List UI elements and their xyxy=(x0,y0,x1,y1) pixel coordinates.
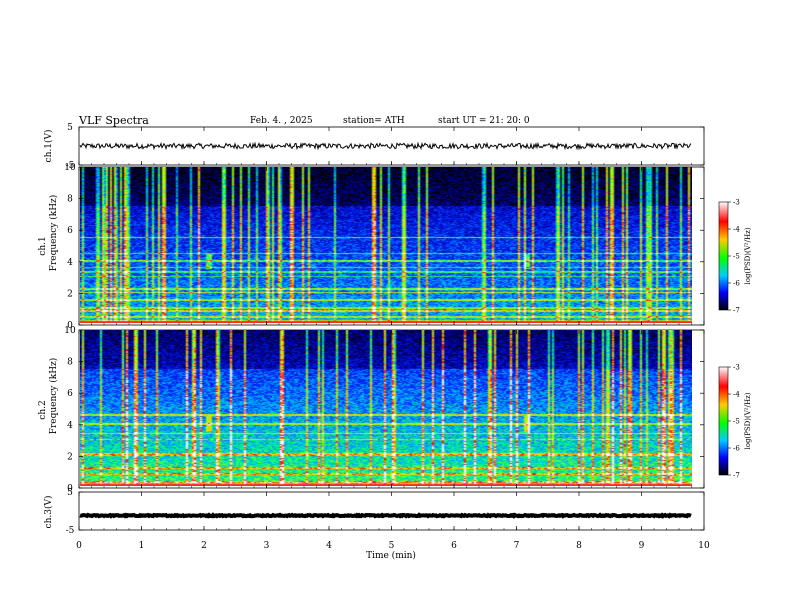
x-tick-label: 7 xyxy=(514,541,520,551)
ch1-colorbar xyxy=(718,201,729,311)
x-tick-label: 2 xyxy=(201,541,207,551)
colorbar-tick-label: -7 xyxy=(733,307,740,315)
x-tick-label: 6 xyxy=(451,541,457,551)
y-tick-label: 0 xyxy=(67,321,73,331)
colorbar-tick-label: -4 xyxy=(733,391,740,399)
y-tick-label: 5 xyxy=(67,123,73,133)
station-text: station= ATH xyxy=(343,116,405,126)
x-tick-label: 4 xyxy=(326,541,332,551)
x-tick-label: 8 xyxy=(576,541,582,551)
colorbar-tick-label: -6 xyxy=(733,445,740,453)
y-tick-label: -5 xyxy=(66,161,75,171)
y-tick-label: 4 xyxy=(67,258,73,268)
y-tick-label: 6 xyxy=(67,226,73,236)
ch1-spec-ylabel-freq: Frequency (kHz) xyxy=(48,195,59,272)
y-tick-label: 4 xyxy=(67,421,73,431)
y-tick-label: 2 xyxy=(67,289,73,299)
colorbar-tick-label: -7 xyxy=(733,472,740,480)
y-tick-label: 0 xyxy=(67,484,73,494)
x-tick-label: 5 xyxy=(389,541,395,551)
y-tick-label: 5 xyxy=(67,488,73,498)
colorbar-tick-label: -5 xyxy=(733,253,740,261)
date-text: Feb. 4. , 2025 xyxy=(250,116,313,126)
ch3-wave-ylabel: ch.3(V) xyxy=(43,496,54,529)
colorbar-tick-label: -5 xyxy=(733,418,740,426)
ch2-spectrogram-image xyxy=(80,330,692,486)
ch1-waveform-line xyxy=(79,141,692,151)
start-ut-text: start UT = 21: 20: 0 xyxy=(438,116,530,126)
colorbar-tick-label: -3 xyxy=(733,364,740,372)
figure-title: VLF Spectra xyxy=(78,114,149,127)
y-tick-label: -5 xyxy=(66,526,75,536)
y-tick-label: 6 xyxy=(67,389,73,399)
ch2-colorbar xyxy=(718,366,729,476)
colorbar-tick-label: -3 xyxy=(733,199,740,207)
ch1-wave-ylabel: ch.1(V) xyxy=(43,130,54,163)
x-tick-label: 3 xyxy=(264,541,270,551)
x-tick-label: 0 xyxy=(76,541,82,551)
y-tick-label: 8 xyxy=(67,358,73,368)
colorbar-tick-label: -4 xyxy=(733,226,740,234)
ch3-waveform-line xyxy=(79,512,692,519)
y-tick-label: 10 xyxy=(64,326,76,336)
x-tick-label: 9 xyxy=(639,541,645,551)
ch2-colorbar-label: log(PSD)(V²/Hz) xyxy=(744,392,752,449)
y-tick-label: 10 xyxy=(64,163,76,173)
x-tick-label: 10 xyxy=(698,541,710,551)
y-tick-label: 2 xyxy=(67,452,73,462)
x-tick-label: 1 xyxy=(139,541,145,551)
ch2-spec-ylabel-freq: Frequency (kHz) xyxy=(48,358,59,435)
colorbar-tick-label: -6 xyxy=(733,280,740,288)
ch2-spec-ylabel-ch: ch.2 xyxy=(38,400,48,419)
ch1-spec-ylabel-ch: ch.1 xyxy=(38,236,48,255)
time-axis-label: Time (min) xyxy=(366,550,416,561)
ch1-spectrogram-image xyxy=(80,167,692,323)
ch1-colorbar-label: log(PSD)(V²/Hz) xyxy=(744,227,752,284)
axis-ticks-group: 0 1 2 3 4 5 6 7 8 9 105-5024681002468105-5-3-4-5-6… xyxy=(64,123,740,551)
y-tick-label: 8 xyxy=(67,195,73,205)
ch3-wave-frame xyxy=(78,491,705,531)
